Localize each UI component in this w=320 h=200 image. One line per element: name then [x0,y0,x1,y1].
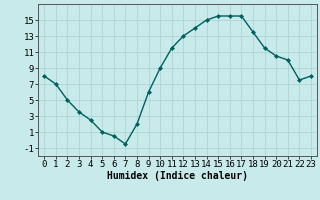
X-axis label: Humidex (Indice chaleur): Humidex (Indice chaleur) [107,171,248,181]
